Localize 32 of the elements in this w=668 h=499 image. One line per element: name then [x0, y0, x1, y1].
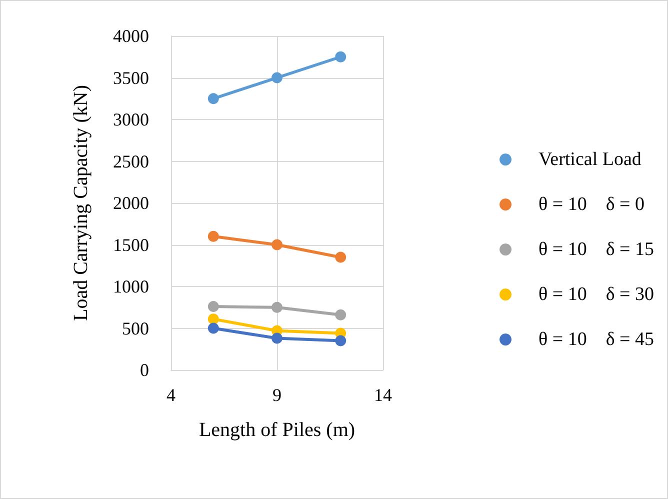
x-axis-title: Length of Piles (m) — [198, 419, 356, 441]
legend-label: Vertical Load — [538, 149, 642, 170]
y-tick-label: 4000 — [113, 26, 149, 46]
x-tick-label: 14 — [374, 385, 392, 405]
point — [272, 302, 282, 313]
point — [335, 51, 346, 62]
y-tick-label: 3500 — [113, 68, 149, 88]
y-tick-label: 3000 — [113, 110, 149, 130]
point — [208, 230, 219, 242]
x-tick-label: 9 — [272, 385, 282, 405]
point — [208, 301, 219, 312]
legend-label: θ = 10 δ = 15 — [538, 239, 654, 260]
legend-label: θ = 10 δ = 0 — [538, 194, 644, 215]
point — [208, 93, 219, 104]
y-tick-label: 1500 — [113, 234, 149, 255]
y-tick-label: 0 — [140, 360, 149, 380]
point — [208, 314, 219, 325]
point — [335, 252, 346, 263]
point — [272, 332, 282, 344]
point — [272, 72, 282, 84]
point — [335, 335, 346, 346]
y-tick-label: 2500 — [113, 151, 149, 172]
point — [208, 322, 219, 334]
point — [335, 309, 346, 320]
legend-label: θ = 10 δ = 45 — [538, 329, 654, 350]
y-tick-label: 500 — [122, 318, 149, 338]
y-axis-title: Load Carrying Capacity (kN) — [70, 84, 92, 322]
y-tick-label: 1000 — [113, 276, 149, 296]
legend-label: θ = 10 δ = 30 — [538, 284, 654, 305]
y-tick-label: 2000 — [113, 193, 149, 213]
point — [272, 239, 282, 250]
x-tick-label: 4 — [166, 385, 176, 405]
